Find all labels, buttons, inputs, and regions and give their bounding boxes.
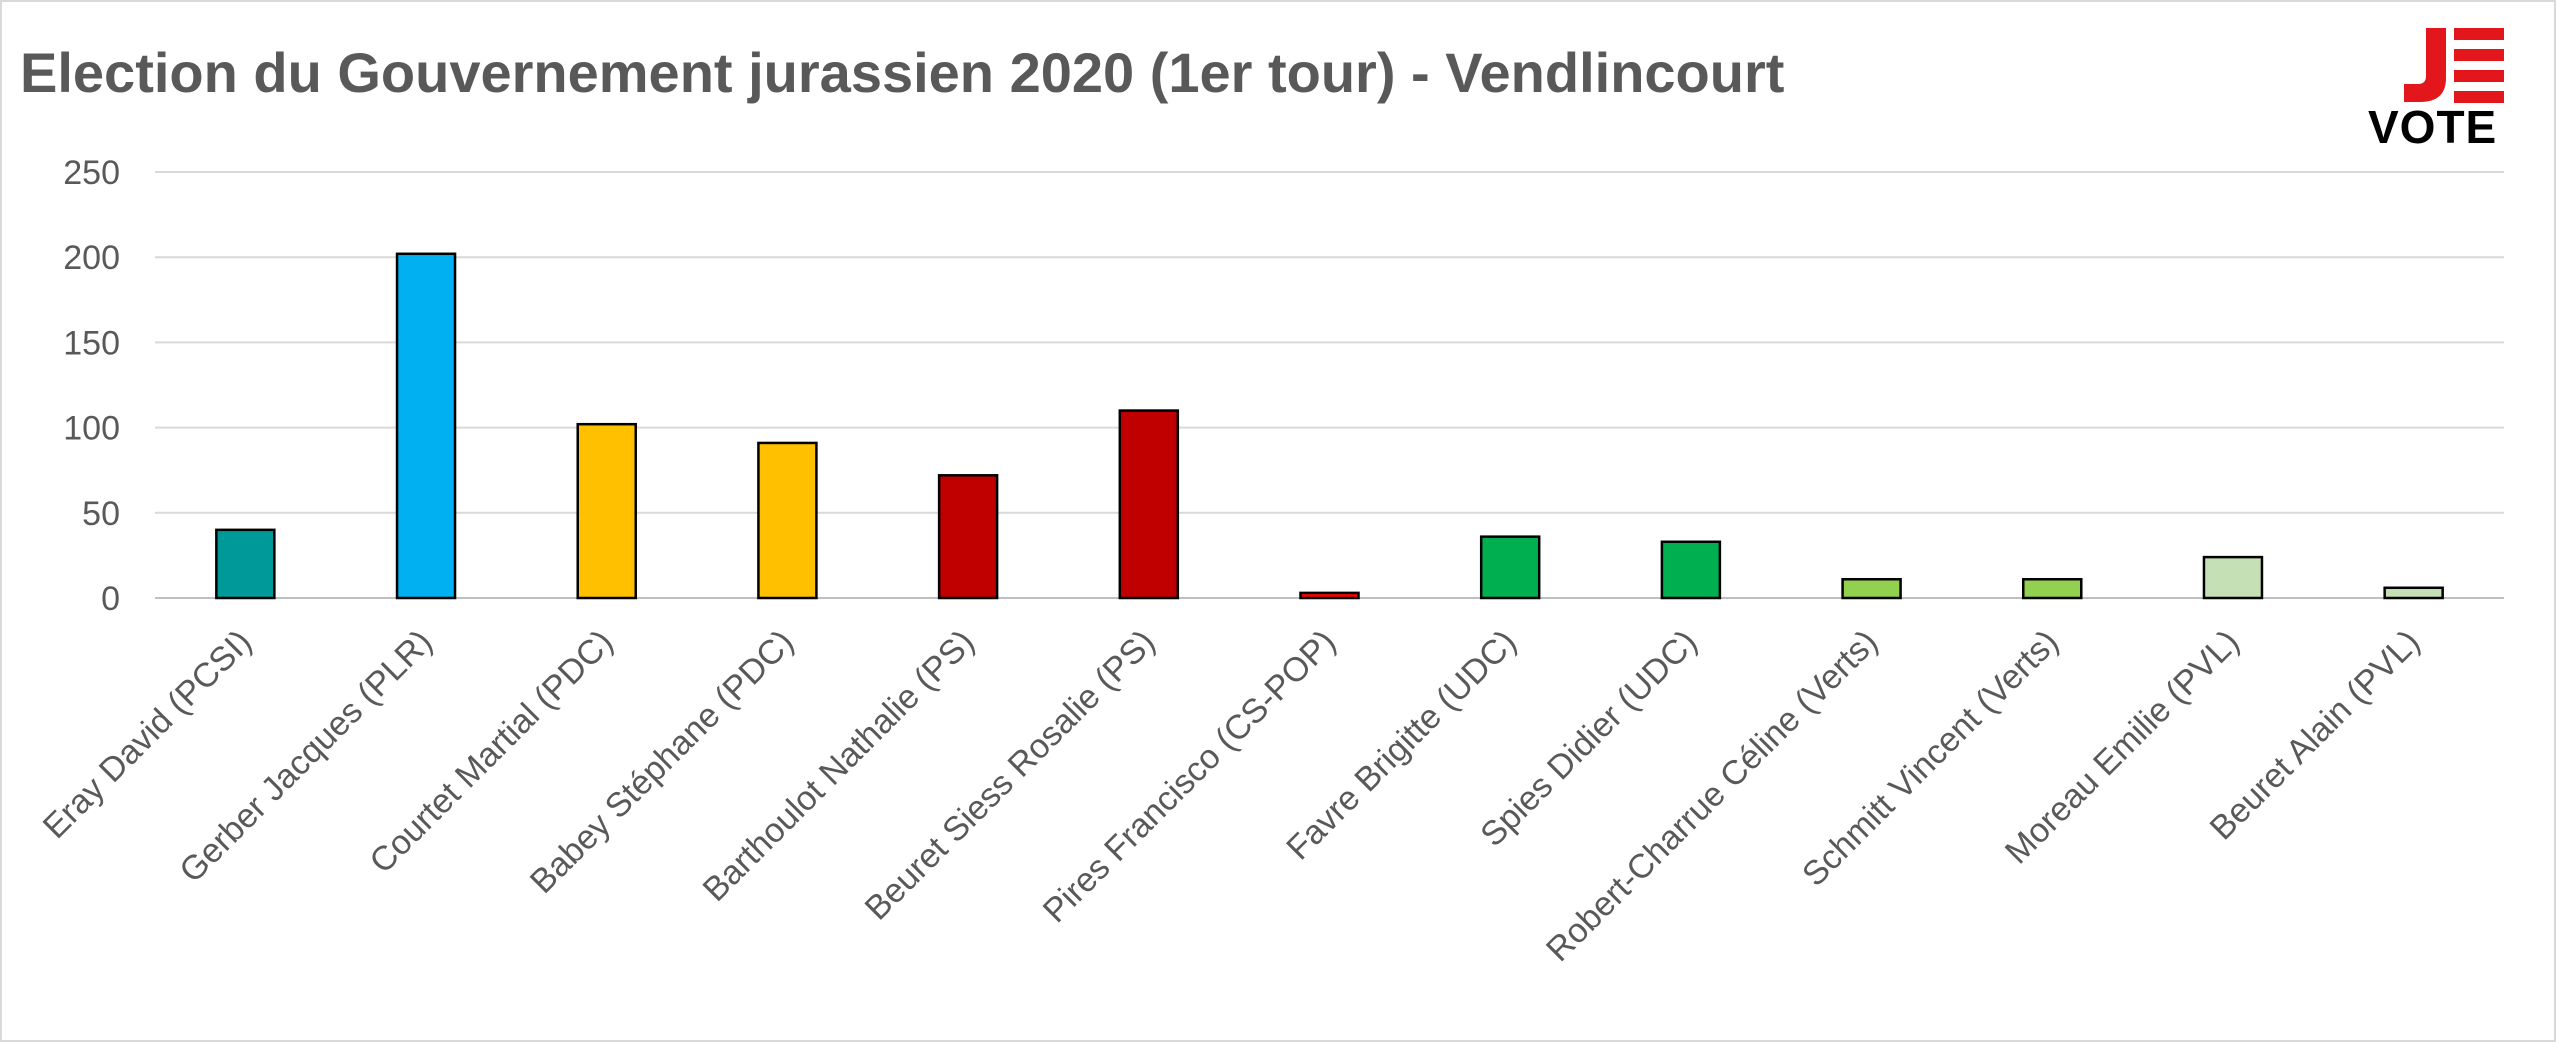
y-tick-label: 0 — [101, 580, 120, 618]
x-tick-label: Beuret Siess Rosalie (PS) — [858, 623, 1163, 928]
bar — [1299, 591, 1360, 600]
bar — [1118, 409, 1180, 600]
bar — [757, 441, 818, 600]
bar — [395, 252, 457, 600]
je-vote-logo — [2404, 28, 2504, 103]
bar — [1841, 578, 1902, 600]
bar — [2202, 555, 2264, 600]
y-tick-label: 200 — [63, 239, 120, 277]
x-tick-label: Pires Francisco (CS-POP) — [1036, 623, 1343, 930]
y-tick-label: 250 — [63, 154, 120, 192]
bar — [576, 422, 637, 600]
y-tick-label: 150 — [63, 324, 120, 362]
bar — [2383, 586, 2444, 600]
chart-title: Election du Gouvernement jurassien 2020 … — [20, 41, 1785, 104]
bar — [1660, 540, 1722, 600]
y-tick-label: 50 — [82, 495, 120, 533]
bar — [2022, 578, 2083, 600]
bar — [215, 528, 276, 600]
bar — [1479, 535, 1541, 600]
y-tick-label: 100 — [63, 410, 120, 448]
bar — [937, 474, 999, 600]
x-tick-label: Robert-Charrue Céline (Verts) — [1539, 623, 1885, 969]
logo-vote-text: VOTE — [2368, 101, 2498, 153]
